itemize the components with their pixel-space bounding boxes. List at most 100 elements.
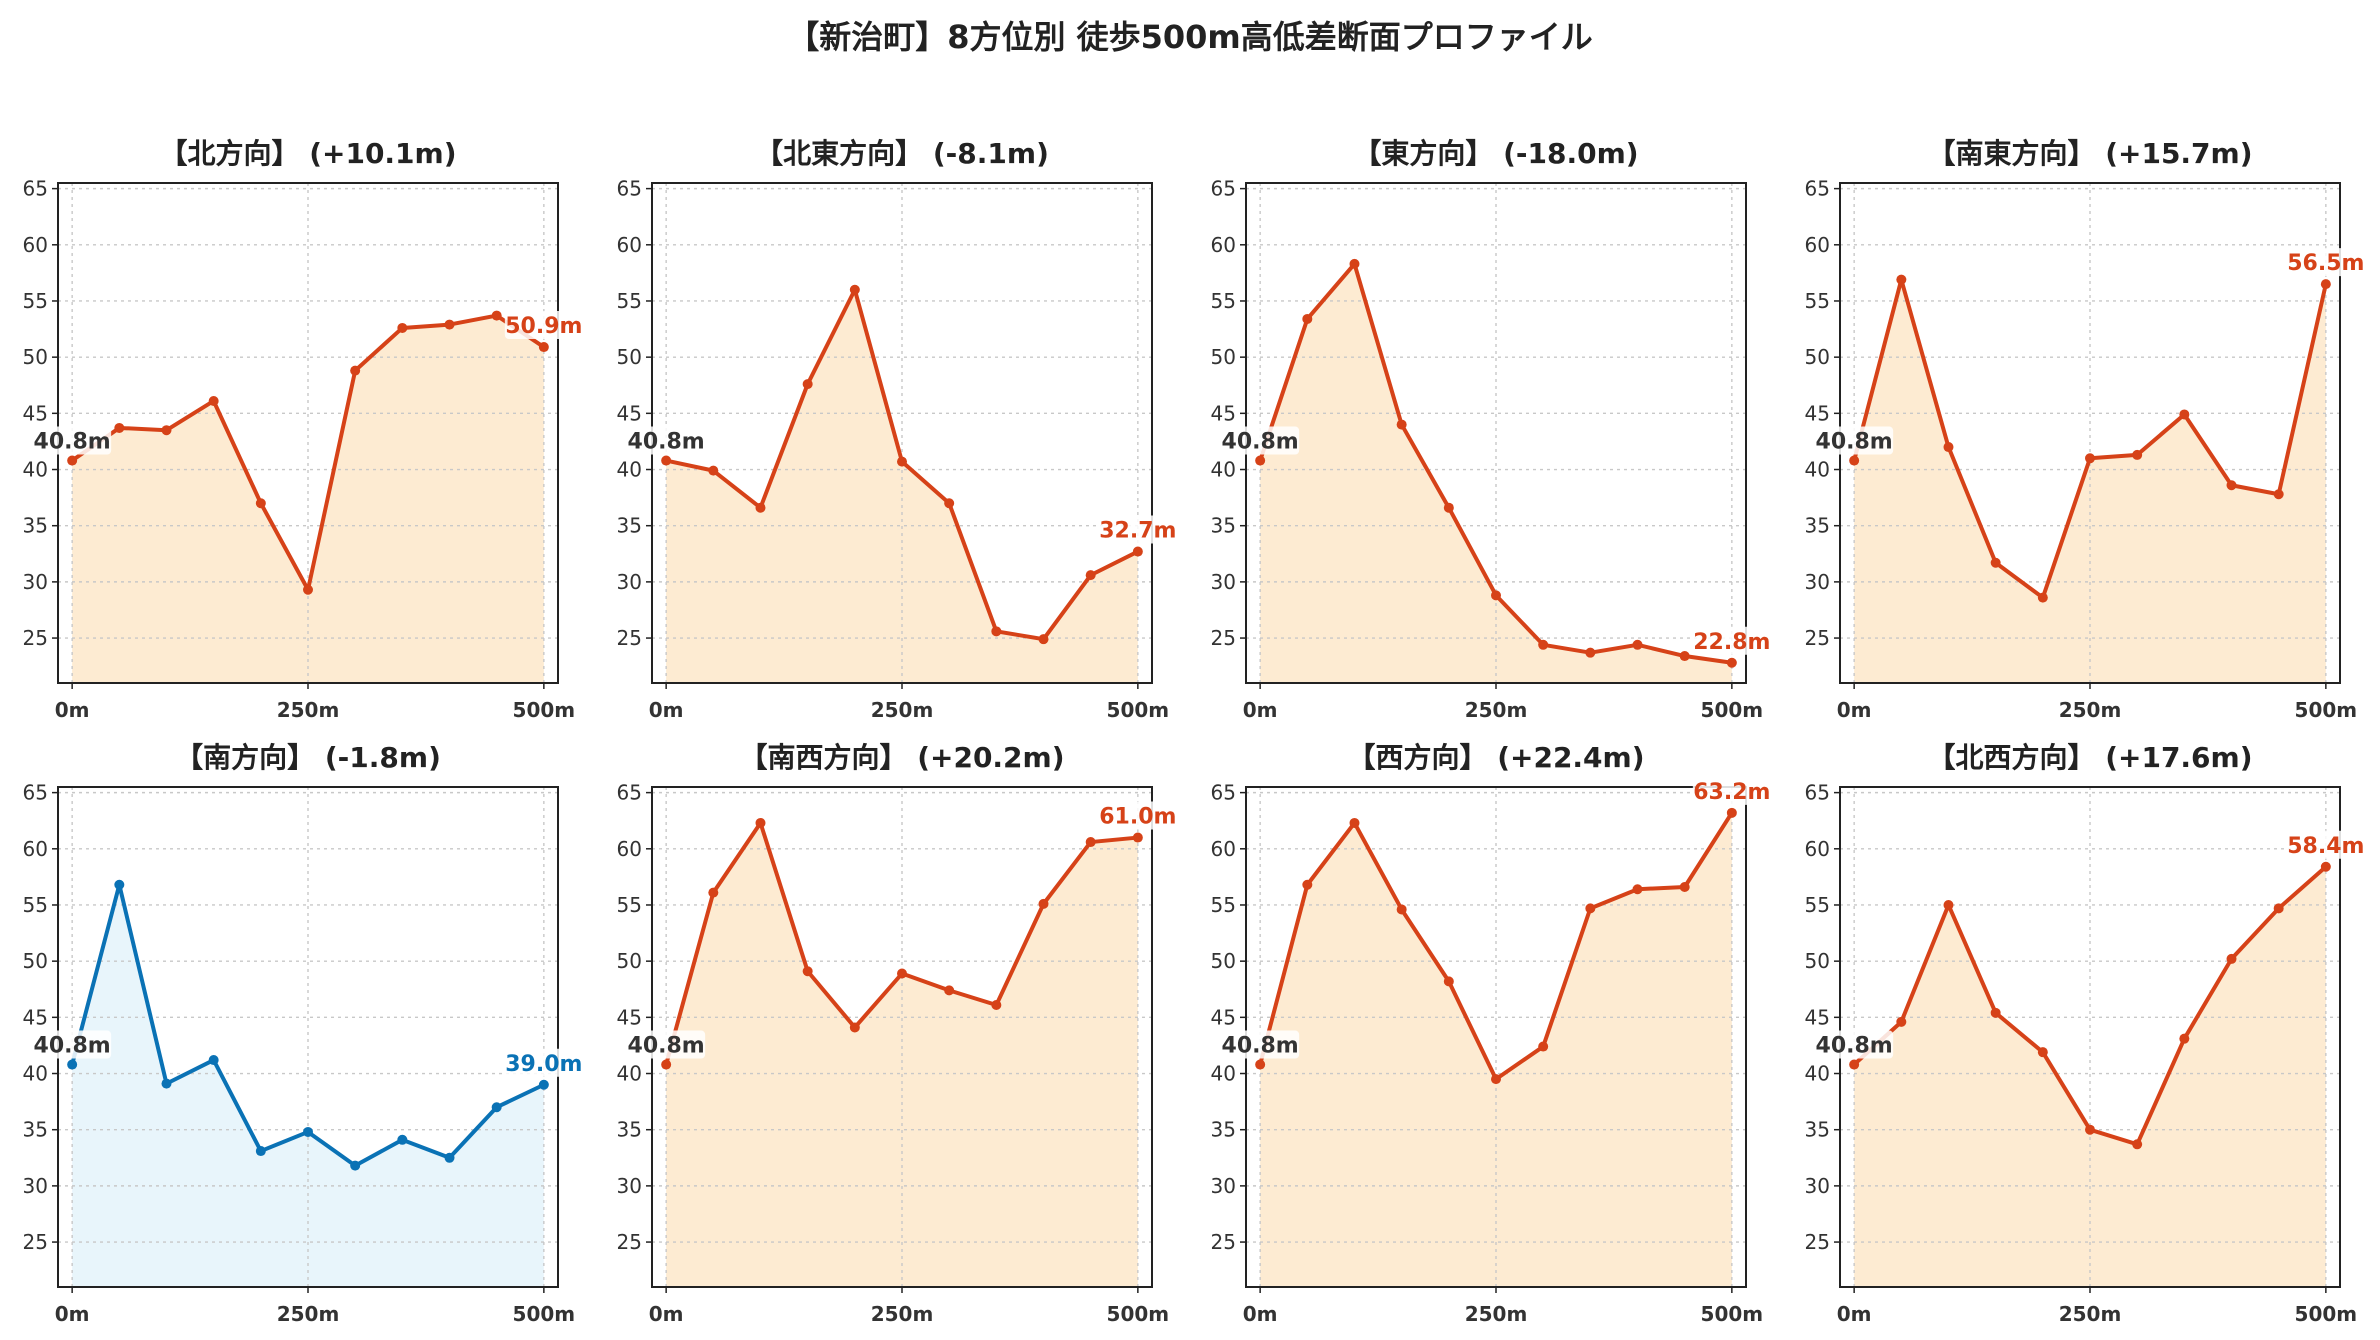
end-elevation-label: 56.5m bbox=[2287, 251, 2364, 276]
data-point bbox=[161, 425, 172, 436]
elevation-area bbox=[1260, 812, 1732, 1287]
y-tick-label: 35 bbox=[1211, 514, 1236, 538]
subplot-2: 【東方向】 (-18.0m) 25 30 35 40 45 50 55 60 65 0m 250m 50… bbox=[1211, 137, 1771, 722]
data-point bbox=[991, 626, 1002, 637]
start-label-bg bbox=[627, 1030, 706, 1059]
x-tick-label: 250m bbox=[2059, 1302, 2122, 1326]
x-tick-label: 500m bbox=[513, 698, 576, 722]
data-point bbox=[1632, 639, 1643, 650]
end-label-bg bbox=[504, 1048, 583, 1077]
y-tick-label: 65 bbox=[1805, 177, 1830, 201]
y-tick-label: 25 bbox=[1211, 626, 1236, 650]
elevation-area bbox=[72, 315, 544, 683]
y-tick-label: 40 bbox=[23, 458, 48, 482]
y-tick-label: 30 bbox=[23, 570, 48, 594]
x-tick-label: 500m bbox=[1107, 1302, 1170, 1326]
y-tick-label: 60 bbox=[617, 233, 642, 257]
x-tick-label: 0m bbox=[1243, 698, 1278, 722]
y-tick-label: 35 bbox=[23, 514, 48, 538]
data-point bbox=[755, 817, 766, 828]
y-tick-label: 50 bbox=[617, 345, 642, 369]
subplot-title: 【南方向】 (-1.8m) bbox=[175, 741, 441, 774]
y-tick-label: 35 bbox=[1805, 1118, 1830, 1142]
y-tick-label: 35 bbox=[1805, 514, 1830, 538]
y-tick-label: 25 bbox=[617, 1230, 642, 1254]
y-tick-label: 25 bbox=[617, 626, 642, 650]
data-point bbox=[208, 395, 219, 406]
data-point bbox=[1132, 832, 1143, 843]
data-point bbox=[444, 319, 455, 330]
data-point bbox=[397, 1134, 408, 1145]
x-tick-label: 0m bbox=[55, 1302, 90, 1326]
data-point bbox=[303, 584, 313, 595]
end-elevation-label: 63.2m bbox=[1693, 780, 1770, 805]
end-label-bg bbox=[1098, 515, 1177, 544]
y-tick-label: 65 bbox=[617, 781, 642, 805]
x-tick-label: 0m bbox=[1243, 1302, 1278, 1326]
y-tick-label: 45 bbox=[1211, 1005, 1236, 1029]
data-point bbox=[161, 1078, 172, 1089]
data-point bbox=[1038, 634, 1049, 645]
data-point bbox=[350, 1160, 361, 1171]
data-point bbox=[1349, 258, 1360, 269]
y-tick-label: 40 bbox=[1805, 1062, 1830, 1086]
data-point bbox=[2226, 480, 2237, 491]
data-point bbox=[350, 365, 361, 376]
y-tick-label: 65 bbox=[1211, 177, 1236, 201]
data-point bbox=[208, 1055, 219, 1066]
end-elevation-label: 22.8m bbox=[1693, 630, 1770, 655]
y-tick-label: 35 bbox=[617, 1118, 642, 1142]
data-point bbox=[708, 465, 719, 476]
data-point bbox=[538, 342, 549, 353]
x-tick-label: 250m bbox=[277, 698, 340, 722]
subplot-1: 【北東方向】 (-8.1m) 25 30 35 40 45 50 55 60 65 0m 250m 50… bbox=[617, 137, 1177, 722]
data-point bbox=[849, 1022, 860, 1033]
y-tick-label: 45 bbox=[23, 1005, 48, 1029]
x-tick-label: 250m bbox=[2059, 698, 2122, 722]
x-tick-label: 250m bbox=[871, 698, 934, 722]
y-tick-label: 30 bbox=[1211, 1174, 1236, 1198]
data-point bbox=[1849, 455, 1860, 466]
y-tick-label: 45 bbox=[1805, 401, 1830, 425]
subplot-0: 【北方向】 (+10.1m) 25 30 35 40 45 50 55 60 65 0m 250m 50… bbox=[23, 137, 583, 722]
data-point bbox=[849, 284, 860, 295]
subplot-title: 【北方向】 (+10.1m) bbox=[159, 137, 456, 170]
y-tick-label: 55 bbox=[1805, 893, 1830, 917]
data-point bbox=[944, 985, 955, 996]
y-tick-label: 40 bbox=[23, 1062, 48, 1086]
start-label-bg bbox=[1221, 1030, 1300, 1059]
data-point bbox=[2226, 953, 2237, 964]
data-point bbox=[1943, 899, 1954, 910]
data-point bbox=[1443, 976, 1454, 987]
y-tick-label: 50 bbox=[23, 949, 48, 973]
start-label-bg bbox=[33, 1030, 112, 1059]
data-point bbox=[1349, 817, 1360, 828]
data-point bbox=[1255, 1059, 1266, 1070]
data-point bbox=[255, 1146, 266, 1157]
data-point bbox=[2085, 453, 2095, 464]
data-point bbox=[708, 887, 719, 898]
data-point bbox=[67, 455, 78, 466]
y-tick-label: 30 bbox=[617, 570, 642, 594]
start-label-bg bbox=[1221, 426, 1300, 455]
subplot-7: 【北西方向】 (+17.6m) 25 30 35 40 45 50 55 60 65 0m 250m 5… bbox=[1805, 741, 2365, 1326]
data-point bbox=[1896, 274, 1907, 285]
data-point bbox=[397, 322, 408, 333]
data-point bbox=[2132, 449, 2143, 460]
data-point bbox=[538, 1079, 549, 1090]
data-point bbox=[1491, 1074, 1501, 1085]
elevation-area bbox=[72, 884, 544, 1287]
y-tick-label: 55 bbox=[617, 893, 642, 917]
start-elevation-label: 40.8m bbox=[628, 430, 705, 455]
y-tick-label: 60 bbox=[617, 837, 642, 861]
y-tick-label: 45 bbox=[1805, 1005, 1830, 1029]
y-tick-label: 30 bbox=[23, 1174, 48, 1198]
x-tick-label: 0m bbox=[1837, 698, 1872, 722]
end-label-bg bbox=[1098, 801, 1177, 830]
y-tick-label: 65 bbox=[1805, 781, 1830, 805]
x-tick-label: 0m bbox=[649, 1302, 684, 1326]
y-tick-label: 65 bbox=[617, 177, 642, 201]
y-tick-label: 60 bbox=[23, 233, 48, 257]
y-tick-label: 25 bbox=[1805, 626, 1830, 650]
